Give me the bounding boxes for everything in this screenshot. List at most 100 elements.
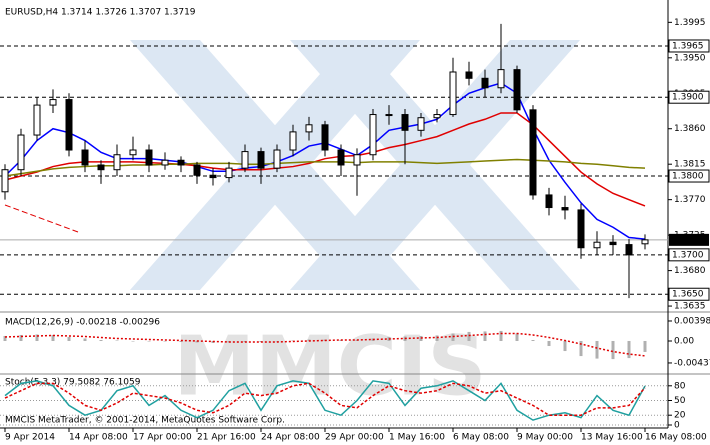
macd-bar <box>435 335 439 341</box>
macd-bar <box>547 340 551 347</box>
y-tick-label: 80 <box>674 381 686 391</box>
candle-body <box>257 151 265 169</box>
x-tick-label: 24 Apr 08:00 <box>261 433 320 443</box>
candle-body <box>193 164 201 176</box>
candle-body <box>225 167 233 179</box>
x-tick-label: 21 Apr 16:00 <box>197 433 256 443</box>
macd-bar <box>307 339 311 341</box>
macd-bar <box>195 340 199 343</box>
stoch-title: Stoch(5,3,3) 79.5082 76.1059 <box>5 378 141 388</box>
level-label-box <box>668 90 710 104</box>
macd-bar <box>515 333 519 341</box>
x-tick-label: 29 Apr 00:00 <box>325 433 384 443</box>
candle-body <box>593 241 601 249</box>
stoch-line <box>4 380 646 421</box>
macd-bar <box>451 333 455 341</box>
candle-body <box>529 109 537 196</box>
macd-bar <box>499 330 503 341</box>
y-tick-label: 0.00398 <box>674 316 710 326</box>
candle-body <box>513 69 521 111</box>
candle-body <box>321 124 329 151</box>
level-label-box <box>668 287 710 301</box>
macd-bar <box>99 339 103 341</box>
y-tick-label: 1.3680 <box>674 266 706 276</box>
x-tick-label: 14 Apr 08:00 <box>69 433 128 443</box>
candle-body <box>49 99 57 106</box>
candle-body <box>401 114 409 131</box>
macd-bar <box>51 334 55 341</box>
y-tick-label: 1.3770 <box>674 195 706 205</box>
candle-body <box>81 149 89 166</box>
candle-body <box>273 149 281 169</box>
macd-bar <box>67 336 71 341</box>
candle-body <box>545 194 553 209</box>
candle-body <box>145 149 153 166</box>
moving-average <box>4 112 646 207</box>
macd-bar <box>579 340 583 357</box>
level-label: 1.3800 <box>672 172 704 182</box>
level-label: 1.3700 <box>672 250 704 260</box>
y-tick-label: 50 <box>674 396 686 406</box>
candle-body <box>209 174 217 179</box>
candle-body <box>369 114 377 156</box>
y-tick-label: 20 <box>674 411 686 421</box>
macd-bar <box>627 340 631 359</box>
macd-bar <box>3 335 7 341</box>
y-tick-label: 1.3815 <box>674 160 706 170</box>
candle-body <box>97 164 105 171</box>
x-tick-label: 9 May 00:00 <box>517 433 573 443</box>
candle-body <box>241 151 249 169</box>
watermark-text: MMCIS <box>174 319 487 414</box>
last-price-label: 1.3719 <box>672 235 704 245</box>
candle-body <box>465 71 473 79</box>
level-label: 1.3650 <box>672 290 704 300</box>
candle-body <box>625 244 633 256</box>
candle-body <box>577 209 585 249</box>
x-tick-label: 6 May 08:00 <box>453 433 509 443</box>
candle-body <box>33 104 41 136</box>
macd-bar <box>611 340 615 360</box>
y-tick-label: 1.3995 <box>674 18 706 28</box>
macd-bar <box>291 340 295 341</box>
macd-bar <box>275 340 279 342</box>
macd-bar <box>595 340 599 359</box>
last-price-box <box>669 233 709 246</box>
candle-body <box>641 239 649 245</box>
candle-body <box>177 159 185 166</box>
y-tick-label: 1.3950 <box>674 53 706 63</box>
macd-bar <box>531 339 535 341</box>
macd-bar <box>35 334 39 341</box>
candle-body <box>385 114 393 117</box>
macd-bar <box>115 340 119 341</box>
x-tick-label: 13 May 16:00 <box>581 433 643 443</box>
macd-signal <box>4 332 646 357</box>
trend-line <box>4 204 79 233</box>
y-tick-label: 1.3860 <box>674 124 706 134</box>
macd-bar <box>643 340 647 352</box>
candle-body <box>1 169 9 193</box>
macd-bar <box>467 331 471 341</box>
candle-body <box>113 154 121 171</box>
moving-average <box>4 158 646 177</box>
x-tick-label: 9 Apr 2014 <box>5 433 55 443</box>
candle-body <box>609 241 617 246</box>
macd-bar <box>19 334 23 341</box>
candle-body <box>65 99 73 151</box>
candle-body <box>289 131 297 151</box>
macd-bar <box>163 340 167 342</box>
candle-body <box>561 207 569 211</box>
candle-body <box>353 154 361 166</box>
level-label: 1.3900 <box>672 93 704 103</box>
candle-body <box>433 114 441 119</box>
candle-body <box>161 159 169 166</box>
candle-body <box>481 77 489 89</box>
macd-bar <box>563 340 567 352</box>
macd-bar <box>179 340 183 342</box>
candle-body <box>17 134 25 171</box>
y-tick-label: 0.00 <box>674 336 694 346</box>
candle-body <box>305 124 313 133</box>
candle-body <box>337 149 345 166</box>
x-tick-label: 17 Apr 00:00 <box>133 433 192 443</box>
footer: MMCIS MetaTrader, © 2001-2014, MetaQuote… <box>5 416 285 426</box>
